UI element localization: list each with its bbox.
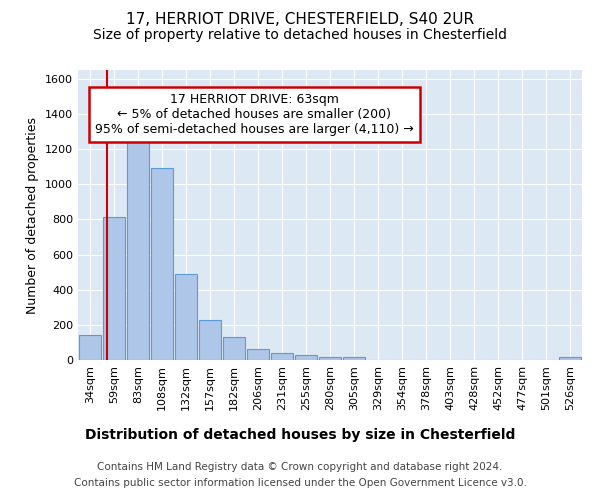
Bar	[559, 358, 581, 360]
Bar	[103, 217, 125, 360]
Bar	[319, 358, 341, 360]
Bar	[271, 353, 293, 360]
Text: Contains public sector information licensed under the Open Government Licence v3: Contains public sector information licen…	[74, 478, 526, 488]
Text: Distribution of detached houses by size in Chesterfield: Distribution of detached houses by size …	[85, 428, 515, 442]
Text: Contains HM Land Registry data © Crown copyright and database right 2024.: Contains HM Land Registry data © Crown c…	[97, 462, 503, 472]
Bar	[295, 356, 317, 360]
Bar	[175, 274, 197, 360]
Text: 17, HERRIOT DRIVE, CHESTERFIELD, S40 2UR: 17, HERRIOT DRIVE, CHESTERFIELD, S40 2UR	[126, 12, 474, 28]
Bar	[199, 320, 221, 360]
Bar	[223, 337, 245, 360]
Bar	[247, 348, 269, 360]
Bar	[127, 132, 149, 360]
Text: 17 HERRIOT DRIVE: 63sqm
← 5% of detached houses are smaller (200)
95% of semi-de: 17 HERRIOT DRIVE: 63sqm ← 5% of detached…	[95, 93, 414, 136]
Bar	[343, 358, 365, 360]
Bar	[151, 168, 173, 360]
Y-axis label: Number of detached properties: Number of detached properties	[26, 116, 40, 314]
Bar	[79, 336, 101, 360]
Text: Size of property relative to detached houses in Chesterfield: Size of property relative to detached ho…	[93, 28, 507, 42]
